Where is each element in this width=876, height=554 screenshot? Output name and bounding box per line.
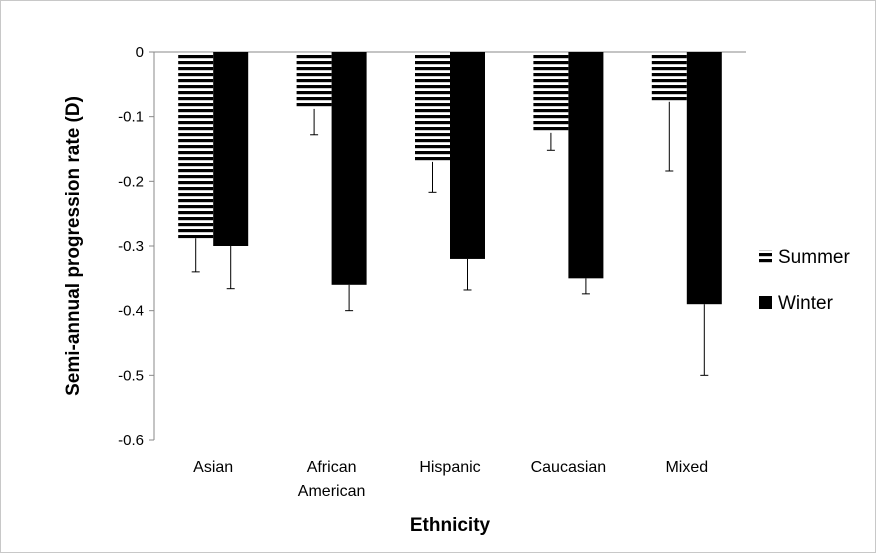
y-tick-label: -0.1 <box>118 109 144 126</box>
labels: 0 -0.1 -0.2 -0.3 -0.4 -0.5 -0.6 Asian African Ame… <box>63 44 708 536</box>
y-tick-label: 0 <box>136 44 144 61</box>
y-axis-title: Semi-annual progression rate (D) <box>63 96 84 396</box>
y-tick-label: -0.4 <box>118 303 144 320</box>
legend-label-summer: Summer <box>778 247 850 268</box>
x-axis-title: Ethnicity <box>410 515 491 536</box>
bar-winter <box>568 52 604 279</box>
legend-swatch-summer <box>759 250 772 263</box>
bars <box>178 52 722 376</box>
bar-summer <box>296 52 332 109</box>
bar-summer <box>178 52 214 239</box>
bar-winter <box>450 52 485 259</box>
category-label: Hispanic <box>419 459 480 476</box>
legend-swatch-winter <box>759 296 772 309</box>
legend-label-winter: Winter <box>778 293 834 314</box>
category-label: Asian <box>193 459 233 476</box>
bar-summer <box>533 52 569 133</box>
y-tick-label: -0.5 <box>118 367 144 384</box>
bar-summer <box>651 52 687 102</box>
bar-summer <box>415 52 450 162</box>
bar-winter <box>686 52 722 305</box>
category-label: Caucasian <box>531 459 607 476</box>
bar-winter <box>331 52 367 285</box>
category-label: Mixed <box>665 459 708 476</box>
category-label: African American <box>298 459 366 500</box>
y-tick-label: -0.3 <box>118 238 144 255</box>
bar-winter <box>213 52 249 246</box>
y-tick-label: -0.6 <box>118 432 144 449</box>
legend: Summer Winter <box>759 247 850 314</box>
y-tick-label: -0.2 <box>118 173 144 190</box>
